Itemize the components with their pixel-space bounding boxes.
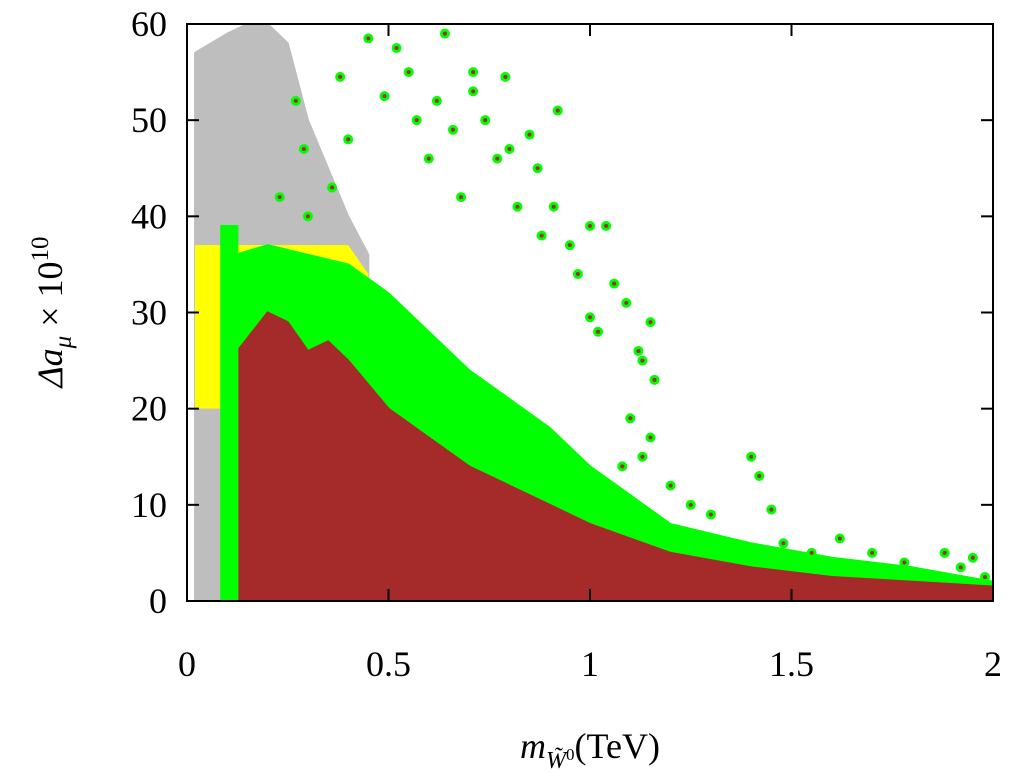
marker-center	[604, 223, 609, 228]
marker-center	[293, 98, 298, 103]
marker-center	[612, 281, 617, 286]
marker-center	[503, 74, 508, 79]
label-part: μ	[50, 336, 77, 350]
marker-center	[588, 315, 592, 320]
marker-center	[596, 329, 601, 334]
marker-center	[567, 243, 572, 248]
marker-center	[507, 147, 512, 152]
area	[222, 311, 994, 602]
marker-center	[471, 70, 476, 75]
marker-center	[781, 541, 786, 546]
y-tick-label: 10	[131, 485, 167, 525]
label-part: 0	[566, 745, 575, 764]
marker-center	[640, 454, 645, 459]
x-tick-label: 0	[178, 644, 196, 684]
marker-center	[483, 118, 488, 123]
marker-center	[301, 147, 306, 152]
marker-center	[757, 473, 762, 478]
marker-center	[305, 214, 310, 219]
marker-center	[640, 358, 645, 363]
y-tick-label: 20	[131, 389, 167, 429]
label-part: (TeV)	[575, 726, 660, 766]
marker-center	[515, 204, 520, 209]
label-part: Δa	[30, 348, 70, 389]
marker-center	[394, 46, 399, 51]
marker-center	[902, 560, 907, 565]
marker-center	[942, 550, 947, 555]
marker-center	[708, 512, 713, 517]
marker-center	[527, 132, 532, 137]
y-axis-label: Δaμ × 1010	[27, 236, 77, 389]
marker-center	[495, 156, 500, 161]
marker-center	[749, 454, 754, 459]
label-part: 10	[27, 236, 54, 261]
marker-center	[668, 483, 673, 488]
marker-center	[769, 507, 774, 512]
marker-center	[551, 204, 556, 209]
y-tick-label: 0	[149, 581, 167, 621]
marker-center	[870, 550, 875, 555]
x-tick-label: 1.5	[769, 644, 814, 684]
marker-center	[338, 74, 343, 79]
marker-center	[471, 89, 476, 94]
marker-center	[624, 300, 629, 305]
label-part: W̃	[546, 747, 568, 772]
marker-center	[636, 348, 641, 353]
marker-center	[450, 127, 455, 132]
marker-center	[330, 185, 335, 190]
marker-center	[426, 156, 431, 161]
x-axis-label: mW̃0(TeV)	[520, 726, 660, 772]
marker-center	[982, 574, 987, 579]
y-tick-label: 40	[131, 196, 167, 236]
marker-center	[406, 70, 411, 75]
x-tick-label: 1	[581, 644, 599, 684]
marker-center	[688, 502, 693, 507]
marker-center	[652, 377, 657, 382]
marker-center	[588, 223, 592, 228]
marker-center	[442, 31, 447, 36]
x-tick-label: 0.5	[366, 644, 411, 684]
marker-center	[539, 233, 544, 238]
marker-center	[958, 565, 963, 570]
y-tick-label: 50	[131, 100, 167, 140]
marker-center	[575, 272, 580, 277]
marker-center	[620, 464, 625, 469]
marker-center	[628, 416, 633, 421]
marker-center	[414, 118, 419, 123]
marker-center	[346, 137, 351, 142]
label-part: m	[520, 726, 546, 766]
marker-center	[970, 555, 975, 560]
label-part: × 10	[30, 261, 70, 335]
plot-area	[194, 23, 994, 602]
marker-center	[535, 166, 540, 171]
x-tick-label: 2	[984, 644, 1002, 684]
marker-center	[648, 435, 653, 440]
marker-center	[434, 98, 439, 103]
marker-center	[648, 320, 653, 325]
marker-center	[837, 536, 842, 541]
marker-center	[277, 195, 282, 200]
marker-center	[382, 94, 387, 99]
y-tick-label: 30	[131, 293, 167, 333]
area	[220, 224, 239, 602]
y-tick-label: 60	[131, 4, 167, 44]
marker-center	[366, 36, 371, 41]
marker-center	[459, 195, 464, 200]
marker-center	[555, 108, 560, 113]
marker-center	[809, 550, 814, 555]
